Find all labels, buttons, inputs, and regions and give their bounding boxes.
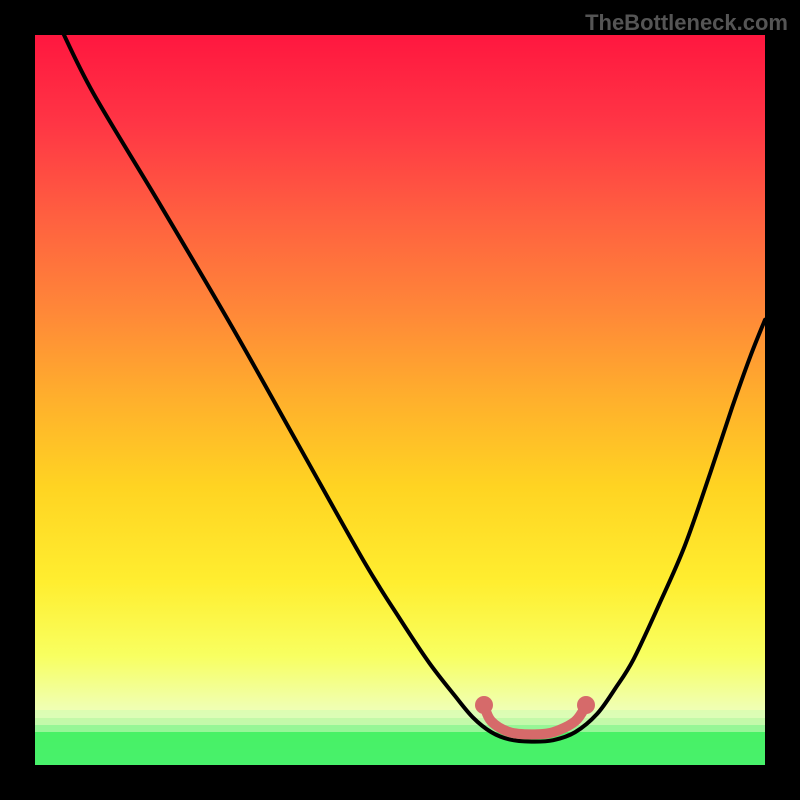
chart-container: { "watermark": { "text": "TheBottleneck.… bbox=[0, 0, 800, 800]
bottleneck-curve bbox=[35, 35, 765, 765]
plot-area bbox=[35, 35, 765, 765]
watermark-text: TheBottleneck.com bbox=[585, 10, 788, 36]
curve-marker bbox=[475, 696, 493, 714]
curve-path bbox=[61, 35, 765, 742]
valley-highlight bbox=[484, 705, 586, 734]
